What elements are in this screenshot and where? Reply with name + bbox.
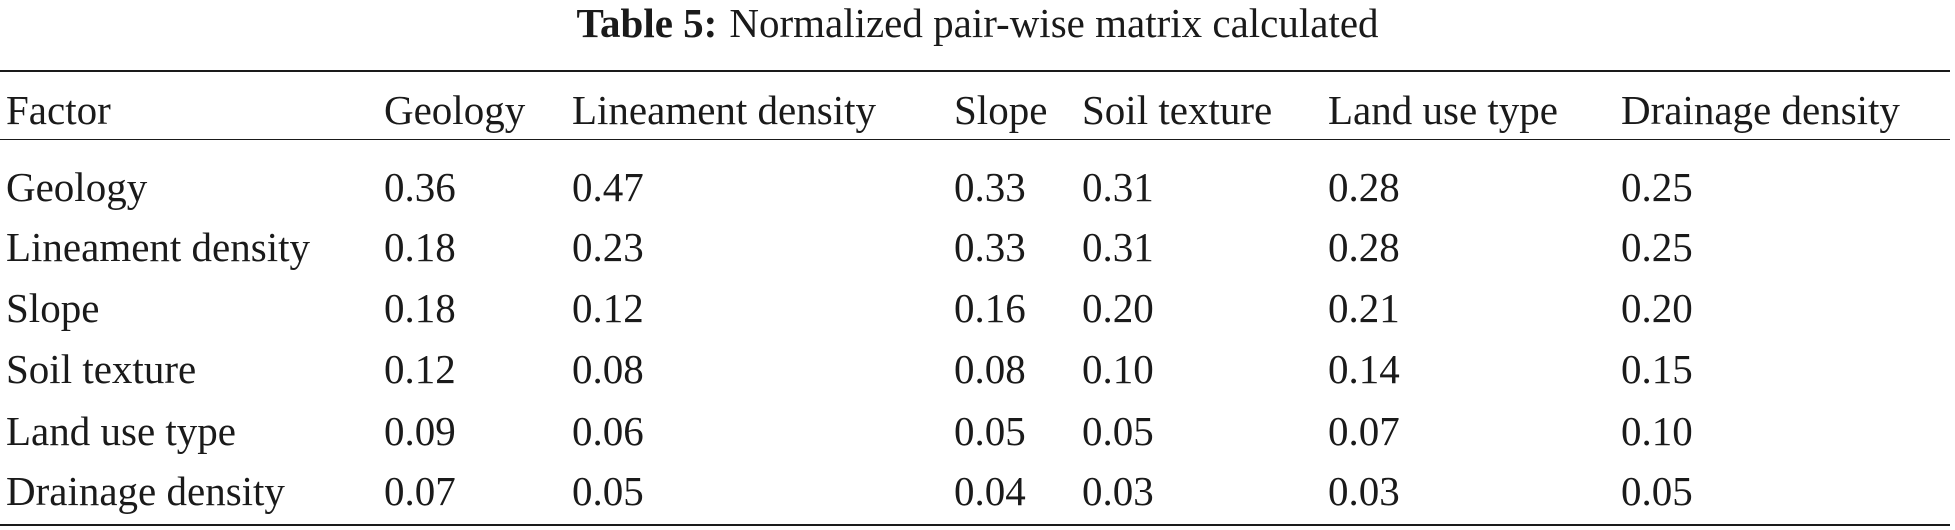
table-cell: 0.05 (954, 408, 1026, 454)
table-cell: 0.25 (1621, 164, 1693, 210)
row-label: Soil texture (6, 346, 197, 392)
table-cell: 0.20 (1082, 285, 1154, 331)
table-cell: 0.25 (1621, 224, 1693, 270)
table-cell: 0.16 (954, 285, 1026, 331)
header-cell: Factor (6, 87, 111, 133)
table-cell: 0.10 (1621, 408, 1693, 454)
table-cell: 0.04 (954, 468, 1026, 514)
table-cell: 0.31 (1082, 224, 1154, 270)
header-cell: Soil texture (1082, 87, 1273, 133)
caption-label: Table 5: (576, 0, 718, 46)
header-cell: Slope (954, 87, 1048, 133)
table-cell: 0.08 (572, 346, 644, 392)
table-cell: 0.03 (1328, 468, 1400, 514)
top-rule (0, 70, 1950, 72)
table-cell: 0.06 (572, 408, 644, 454)
header-cell: Drainage density (1621, 87, 1900, 133)
table-cell: 0.05 (572, 468, 644, 514)
row-label: Lineament density (6, 224, 310, 270)
table-cell: 0.36 (384, 164, 456, 210)
table-cell: 0.10 (1082, 346, 1154, 392)
row-label: Slope (6, 285, 100, 331)
table-cell: 0.18 (384, 224, 456, 270)
table-cell: 0.09 (384, 408, 456, 454)
table-cell: 0.12 (572, 285, 644, 331)
header-cell: Lineament density (572, 87, 876, 133)
header-rule (0, 139, 1950, 140)
header-cell: Geology (384, 87, 526, 133)
table-cell: 0.31 (1082, 164, 1154, 210)
caption-text: Normalized pair-wise matrix calculated (729, 0, 1379, 46)
table-caption: Table 5: Normalized pair-wise matrix calc… (0, 0, 1955, 46)
bottom-rule (0, 524, 1950, 526)
table-cell: 0.20 (1621, 285, 1693, 331)
table-cell: 0.33 (954, 164, 1026, 210)
table-cell: 0.05 (1621, 468, 1693, 514)
table-cell: 0.28 (1328, 224, 1400, 270)
table-cell: 0.21 (1328, 285, 1400, 331)
table-cell: 0.14 (1328, 346, 1400, 392)
table-cell: 0.12 (384, 346, 456, 392)
row-label: Geology (6, 164, 148, 210)
table-cell: 0.23 (572, 224, 644, 270)
row-label: Drainage density (6, 468, 285, 514)
table-cell: 0.15 (1621, 346, 1693, 392)
table-cell: 0.07 (384, 468, 456, 514)
table-cell: 0.28 (1328, 164, 1400, 210)
table-cell: 0.33 (954, 224, 1026, 270)
table-cell: 0.18 (384, 285, 456, 331)
table-cell: 0.05 (1082, 408, 1154, 454)
row-label: Land use type (6, 408, 236, 454)
table-cell: 0.07 (1328, 408, 1400, 454)
header-cell: Land use type (1328, 87, 1558, 133)
table-cell: 0.47 (572, 164, 644, 210)
table-cell: 0.03 (1082, 468, 1154, 514)
table-cell: 0.08 (954, 346, 1026, 392)
